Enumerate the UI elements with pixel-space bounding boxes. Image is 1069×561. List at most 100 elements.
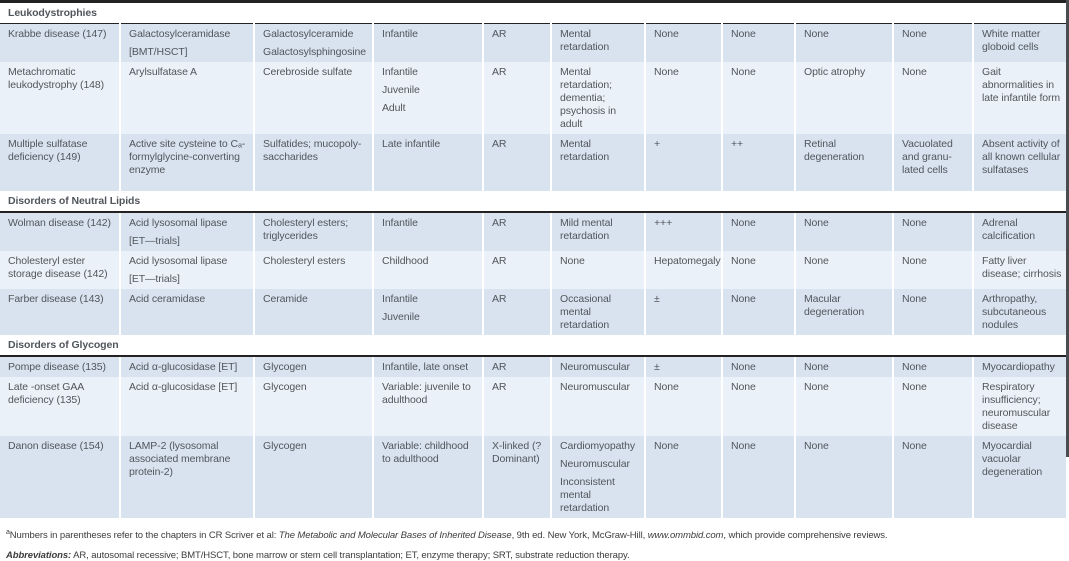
cell-text: AR [492,361,507,373]
cell-text: Absent activity of all known cellular su… [982,138,1061,176]
cell-text: None [804,440,829,452]
table-cell: Sulfatides; mucopoly-saccharides [254,134,374,191]
cell-text: AR [492,381,507,393]
cell-text: None [654,440,679,452]
cell-text: Optic atrophy [804,66,866,78]
table-cell: Mental retardation [551,134,646,191]
cell-text: None [654,381,679,393]
cell-text: Glycogen [263,361,307,373]
table-cell: AR [483,62,552,134]
table-cell: Late -onset GAA deficiency (135) [0,377,121,436]
table-row: Cholesteryl ester storage disease (142) A… [0,251,1067,289]
cell-text: Inconsistent mental retardation [560,476,615,514]
cell-text: Galactosylsphingosine [263,46,366,58]
table-cell: Farber disease (143) [0,289,121,335]
cell-text: + [654,138,661,150]
cell-text: Neuromuscular [560,381,630,393]
cell-text: [ET—trials] [129,235,180,247]
website-text: www.ommbid.com [647,530,724,541]
table-cell: Cardiomyopathy Neuromuscular Inconsistent … [551,436,646,518]
cell-text: Cholesteryl ester storage disease (142) [8,255,108,280]
cell-text: Late -onset GAA deficiency (135) [8,381,84,406]
cell-text: None [902,28,927,40]
cell-text: Occasional mental retardation [560,293,611,331]
cell-text: Metachromatic leukodystrophy (148) [8,66,105,91]
table-cell: Acid α-glucosidase [ET] [120,356,255,377]
cell-text: Sulfatides; mucopoly-saccharides [263,138,362,163]
book-title: The Metabolic and Molecular Bases of Inh… [278,530,512,541]
table-cell: None [893,436,974,518]
table-cell: Childhood [373,251,484,289]
cell-text: Active site cysteine to Cₐ-formylglycine… [129,138,246,176]
footnote-text: , which provide comprehensive reviews. [723,530,888,541]
footnote-text: Numbers in parentheses refer to the chap… [9,530,279,541]
table-cell: Arthropathy, subcutaneous nodules [973,289,1067,335]
cell-text: [ET—trials] [129,273,180,285]
cell-text: Glycogen [263,381,307,393]
table-cell: None [893,356,974,377]
table-cell: None [893,212,974,251]
cell-text: Multiple sulfatase deficiency (149) [8,138,88,163]
table-cell: None [893,377,974,436]
cell-text: Neuromuscular [560,361,630,373]
table-cell: Mental retardation [551,23,646,62]
table-cell: ± [645,289,723,335]
cell-text: Glycogen [263,440,307,452]
cell-text: None [731,28,756,40]
cell-text: Juvenile [382,311,420,323]
table-cell: Wolman disease (142) [0,212,121,251]
table-cell: Infantile, late onset [373,356,484,377]
table-cell: None [722,212,796,251]
cell-text: LAMP-2 (lysosomal associated membrane pr… [129,440,231,478]
table-cell: Arylsulfatase A [120,62,255,134]
table-cell: White matter globoid cells [973,23,1067,62]
cell-text: AR [492,217,507,229]
table-cell: Respiratory insufficiency; neuromuscular… [973,377,1067,436]
table-cell: AR [483,377,552,436]
cell-text: Childhood [382,255,429,267]
cell-text: None [804,255,829,267]
cell-text: None [731,381,756,393]
cell-text: Juvenile [382,84,420,96]
cell-text: Galactosylceramidase [129,28,231,40]
table-cell: None [645,62,723,134]
table-cell: AR [483,23,552,62]
cell-text: ++ [731,138,744,150]
table-cell: Infantile Juvenile [373,289,484,335]
cell-text: Myocardial vacuolar degeneration [982,440,1043,478]
cell-text: Galactosylceramide [263,28,354,40]
cell-text: None [731,293,756,305]
cell-text: Gait abnormalities in late infantile for… [982,66,1061,104]
table-cell: None [795,251,894,289]
table-cell: Late infantile [373,134,484,191]
cell-text: None [731,217,756,229]
cell-text: Adrenal calcification [982,217,1035,242]
table-cell: Ceramide [254,289,374,335]
table-cell: ± [645,356,723,377]
table-cell: + [645,134,723,191]
table-cell: Retinal degeneration [795,134,894,191]
table-cell: None [722,356,796,377]
cell-text: Ceramide [263,293,308,305]
cell-text: Acid α-glucosidase [ET] [129,381,238,393]
table-cell: Infantile Juvenile Adult [373,62,484,134]
table-cell: None [551,251,646,289]
table-row: Metachromatic leukodystrophy (148) Arylsu… [0,62,1067,134]
table-cell: Galactosylceramidase [BMT/HSCT] [120,23,255,62]
footnote-text: , 9th ed. New York, McGraw-Hill, [511,530,648,541]
cell-text: Acid lysosomal lipase [129,255,228,267]
table-cell: AR [483,356,552,377]
table-cell: AR [483,134,552,191]
cell-text: AR [492,66,507,78]
cell-text: Variable: childhood to adulthood [382,440,469,465]
table-cell: None [722,436,796,518]
section-header: Disorders of Glycogen [0,335,1067,357]
table-cell: Variable: juvenile to adulthood [373,377,484,436]
table-cell: +++ [645,212,723,251]
cell-text: Pompe disease (135) [8,361,106,373]
cell-text: Hepatomegaly [654,255,721,267]
table-cell: None [893,62,974,134]
cell-text: Wolman disease (142) [8,217,111,229]
section-header: Disorders of Neutral Lipids [0,191,1067,213]
cell-text: None [560,255,585,267]
